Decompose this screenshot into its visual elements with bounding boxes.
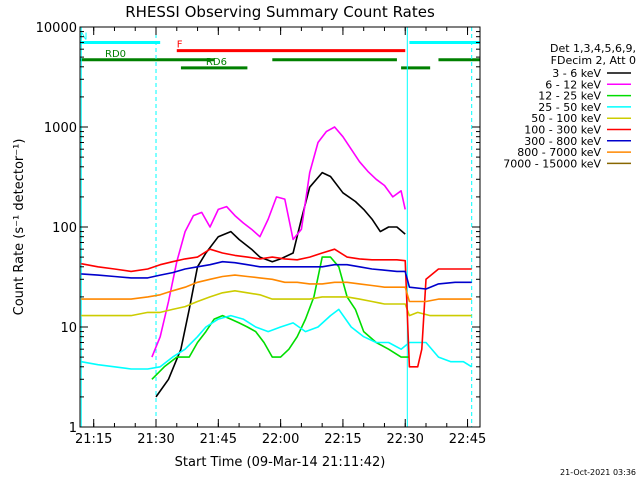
x-axis: 21:15 21:30 21:45 22:00 22:15 22:30 22:45 [75,27,486,447]
chart-title: RHESSI Observing Summary Count Rates [125,3,435,21]
flag-label-rd6: RD6 [206,57,227,68]
y-tick-label: 1000 [44,121,77,136]
legend-label: 50 - 100 keV [531,112,601,125]
x-tick-label: 21:30 [137,432,174,447]
y-tick-label: 10000 [36,21,77,36]
x-tick-label: 21:15 [75,432,112,447]
series-line-7 [81,274,472,303]
legend-label: 6 - 12 keV [545,78,601,91]
series-line-0 [155,171,406,398]
series-line-6 [81,260,472,290]
series-line-3 [81,308,473,370]
y-tick-label: 1 [69,421,77,436]
series-line-1 [151,126,406,358]
legend-label: 800 - 7000 keV [517,146,601,159]
x-tick-label: 22:15 [324,432,361,447]
legend-label: 300 - 800 keV [524,135,601,148]
x-tick-label: 21:45 [200,432,237,447]
series-line-5 [81,248,472,368]
legend-header: Det 1,3,4,5,6,9, [550,42,636,55]
y-axis: 1 10 100 1000 10000 [36,21,480,436]
series-lines [81,126,473,398]
legend: Det 1,3,4,5,6,9,FDecim 2, Att 03 - 6 keV… [503,42,636,170]
legend-header: FDecim 2, Att 0 [551,54,636,67]
x-axis-label: Start Time (09-Mar-14 21:11:42) [175,455,386,470]
y-tick-label: 100 [52,221,77,236]
x-tick-label: 22:00 [262,432,299,447]
y-axis-label: Count Rate (s⁻¹ detector⁻¹) [12,139,27,316]
flag-label-f: F [177,40,183,51]
legend-label: 7000 - 15000 keV [503,157,601,170]
x-tick-label: 22:45 [449,432,486,447]
legend-label: 100 - 300 keV [524,124,601,137]
x-tick-label: 22:30 [386,432,423,447]
legend-label: 12 - 25 keV [538,90,601,103]
plot-frame [79,26,481,428]
flag-label-rd0: RD0 [105,49,126,60]
y-tick-label: 10 [60,321,77,336]
legend-label: 3 - 6 keV [552,67,601,80]
timestamp: 21-Oct-2021 03:36 [560,468,636,477]
legend-label: 25 - 50 keV [538,101,601,114]
series-line-2 [151,256,410,380]
series-line-4 [81,289,472,317]
